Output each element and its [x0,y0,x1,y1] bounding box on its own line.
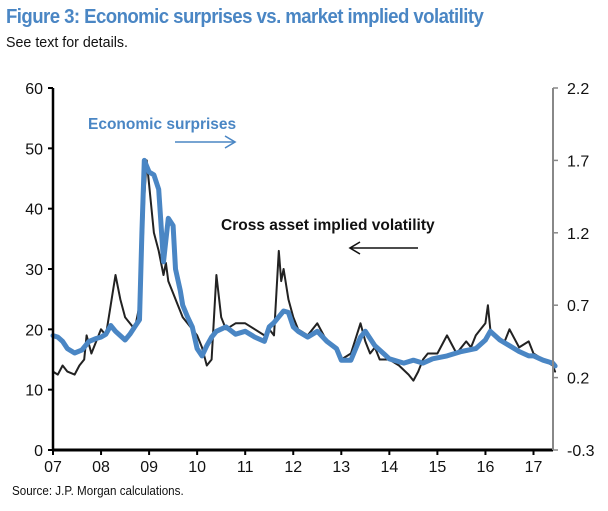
annotation-economic-surprises: Economic surprises [88,116,236,133]
series-layer [50,157,558,382]
x-tick-label: 17 [525,459,543,476]
x-tick-label: 09 [140,459,158,476]
left-tick-label: 50 [25,141,43,158]
chart-subtitle: See text for details. [6,34,128,51]
series-line-economic-surprises [50,157,558,369]
chart-source: Source: J.P. Morgan calculations. [12,484,184,498]
x-tick-label: 10 [188,459,206,476]
arrow-left-head-icon [348,241,361,255]
left-tick-label: 40 [25,202,43,219]
left-tick-label: 20 [25,322,43,339]
right-tick-label: -0.3 [567,443,595,460]
axes-layer [51,88,554,452]
right-tick-label: 1.7 [567,153,589,170]
x-tick-label: 11 [237,459,254,476]
x-tick-label: 07 [44,459,62,476]
left-tick-label: 0 [34,443,43,460]
right-tick-label: 1.2 [567,226,589,243]
x-tick-label: 08 [92,459,110,476]
x-tick-label: 15 [429,459,447,476]
left-tick-label: 60 [25,81,43,98]
chart-title: Figure 3: Economic surprises vs. market … [6,6,484,28]
x-tick-label: 13 [332,459,350,476]
annotation-cross-asset-vol: Cross asset implied volatility [221,217,435,234]
x-tick-label: 12 [284,459,302,476]
x-tick-label: 16 [477,459,495,476]
ticks-layer: 0 10 20 30 40 50 60 -0.3 0.2 0.7 1.2 1.7 2.2 07 08 09 10… [25,81,594,476]
x-tick-label: 14 [380,459,398,476]
right-tick-label: 0.7 [567,298,589,315]
arrow-right-head-icon [224,135,237,149]
left-tick-label: 10 [25,383,43,400]
right-tick-label: 2.2 [567,81,589,98]
right-tick-label: 0.2 [567,371,589,388]
left-tick-label: 30 [25,262,43,279]
